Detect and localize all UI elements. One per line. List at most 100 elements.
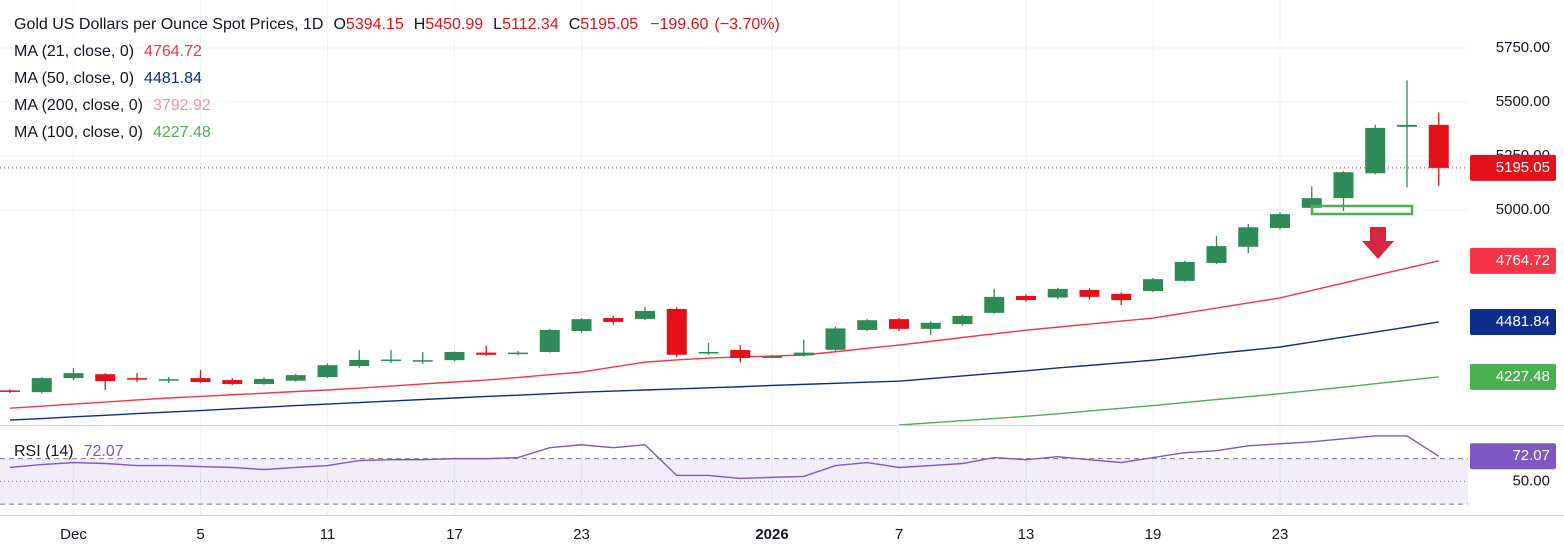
- x-tick-label: 23: [1272, 526, 1289, 543]
- candle-body: [254, 378, 274, 384]
- axis-badge-label: 4764.72: [1496, 252, 1550, 269]
- rsi-value: 72.07: [84, 443, 124, 460]
- y-tick-label: 5000.00: [1496, 201, 1550, 218]
- x-tick-label: 19: [1145, 526, 1162, 543]
- axis-badge: [1470, 247, 1556, 274]
- candle-body: [1016, 296, 1036, 301]
- x-tick-label: 17: [446, 526, 463, 543]
- candles: [0, 80, 1449, 394]
- candle-body: [984, 296, 1005, 313]
- l-label: L: [493, 16, 502, 33]
- legend-name: MA (100, close, 0): [14, 124, 143, 141]
- o-label: O: [333, 16, 345, 33]
- y-tick-label: 5500.00: [1496, 93, 1550, 110]
- candle-body: [539, 329, 560, 352]
- candle-body: [127, 378, 147, 380]
- legend: Gold US Dollars per Ounce Spot Prices, 1…: [14, 16, 780, 460]
- candle-body: [158, 379, 179, 381]
- candle-body: [1333, 172, 1354, 199]
- candle-body: [349, 359, 370, 367]
- high-value: 5450.99: [425, 16, 483, 33]
- candle-body: [444, 351, 465, 361]
- candle-body: [793, 352, 814, 356]
- y-tick-label: 50.00: [1512, 472, 1550, 489]
- x-tick-label: Dec: [60, 526, 87, 543]
- axis-badge: [1470, 363, 1556, 390]
- candle-body: [476, 352, 497, 355]
- low-value: 5112.34: [502, 16, 559, 33]
- candle-body: [317, 365, 338, 378]
- legend-value: 4481.84: [144, 70, 202, 87]
- candle-body: [1111, 293, 1132, 301]
- x-tick-label: 2026: [755, 526, 788, 543]
- rsi-name: RSI (14): [14, 443, 74, 460]
- axis-badge-label: 4227.48: [1496, 368, 1550, 385]
- legend-entry: MA (100, close, 0) 4227.48: [14, 124, 211, 141]
- title: Gold US Dollars per Ounce Spot Prices, 1…: [14, 16, 323, 33]
- candle-body: [698, 351, 719, 354]
- support-box: [1310, 204, 1414, 216]
- header: Gold US Dollars per Ounce Spot Prices, 1…: [14, 16, 780, 33]
- axis-badge: [1470, 308, 1556, 335]
- candle-body: [825, 328, 846, 350]
- candle-body: [1174, 261, 1195, 281]
- axis-badge-label: 4481.84: [1496, 313, 1550, 330]
- candle-body: [762, 356, 782, 359]
- x-tick-label: 13: [1018, 526, 1035, 543]
- candle-body: [889, 319, 909, 329]
- x-tick-label: 11: [320, 526, 336, 543]
- legend-value: 4227.48: [153, 124, 211, 141]
- ma-lines: [9, 260, 1439, 425]
- rsi-badge: [1470, 443, 1556, 470]
- candle-body: [95, 374, 116, 382]
- candle-body: [1238, 227, 1259, 247]
- candle-body: [571, 319, 592, 332]
- legend-name: MA (21, close, 0): [14, 43, 134, 60]
- x-tick-label: 23: [573, 526, 590, 543]
- candle-body: [1301, 198, 1322, 208]
- candle-body: [857, 320, 878, 330]
- ma-line: [9, 260, 1439, 409]
- candle-body: [0, 390, 20, 392]
- grid: [0, 0, 1468, 515]
- candle-body: [190, 378, 211, 383]
- candle-body: [635, 310, 655, 319]
- legend-name: MA (200, close, 0): [14, 97, 143, 114]
- change-pct: (−3.70%): [714, 16, 779, 33]
- h-label: H: [414, 16, 426, 33]
- candle-body: [222, 380, 243, 384]
- legend-entry: MA (200, close, 0) 3792.92: [14, 97, 211, 114]
- rsi-legend: RSI (14) 72.07: [14, 443, 124, 460]
- legend-name: MA (50, close, 0): [14, 70, 134, 87]
- candle-body: [603, 318, 624, 322]
- price-axis: 5750.005500.005250.005000.004764.724481.…: [1470, 39, 1556, 489]
- candle-body: [920, 322, 941, 329]
- candle-body: [508, 352, 528, 355]
- change: −199.60: [650, 16, 708, 33]
- candle-body: [1397, 124, 1417, 127]
- rsi-pane: [9, 435, 1440, 480]
- candle-body: [1206, 246, 1227, 263]
- last-price-badge: [1470, 154, 1556, 181]
- c-label: C: [569, 16, 581, 33]
- candle-body: [285, 375, 306, 381]
- x-tick-label: 5: [196, 526, 204, 543]
- candle-body: [1365, 127, 1386, 174]
- candle-body: [412, 360, 433, 362]
- rsi-background: [0, 458, 1468, 505]
- ma-line: [898, 376, 1439, 425]
- candle-body: [381, 359, 401, 362]
- candle-body: [1428, 124, 1449, 168]
- candle-body: [730, 350, 751, 359]
- candle-body: [1270, 214, 1290, 228]
- candle-body: [952, 315, 973, 325]
- candle-body: [666, 308, 687, 355]
- last-price-label: 5195.05: [1496, 159, 1550, 176]
- legend-value: 4764.72: [144, 43, 202, 60]
- rsi-badge-label: 72.07: [1512, 447, 1550, 464]
- candle-body: [63, 373, 84, 379]
- candle-body: [1143, 279, 1163, 292]
- down-arrow: [1362, 227, 1394, 259]
